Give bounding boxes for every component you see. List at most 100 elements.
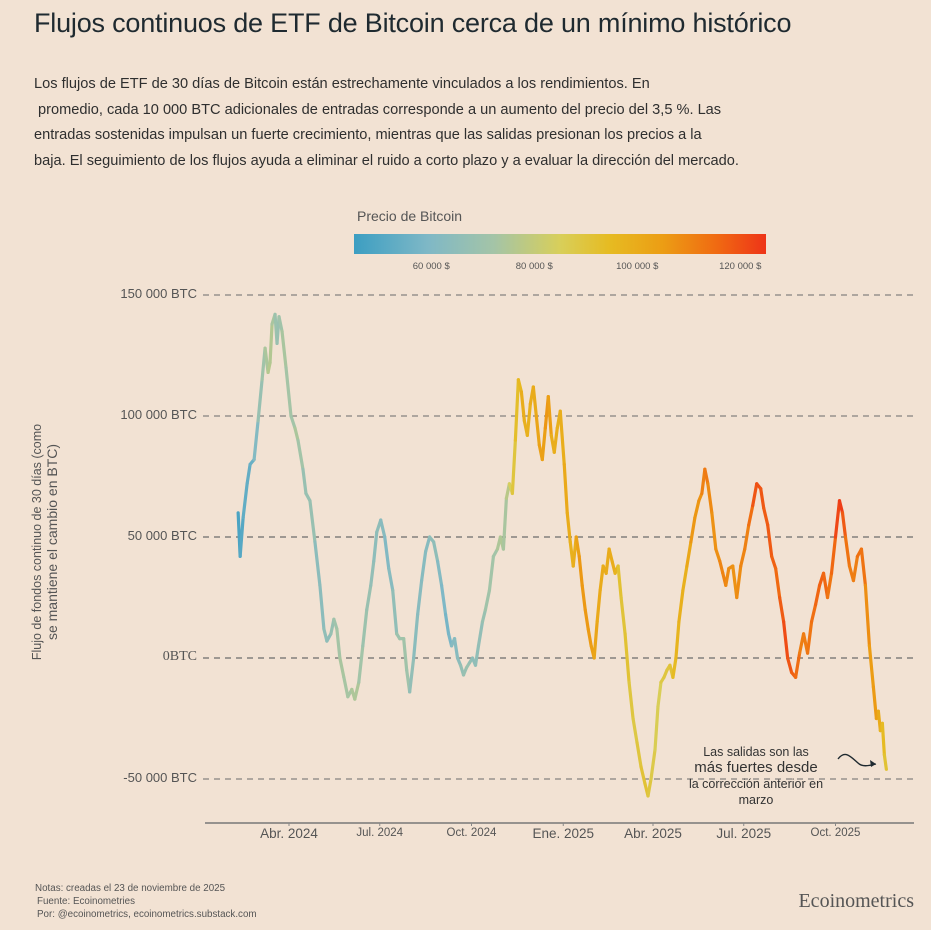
- y-axis-label-line: Flujo de fondos continuo de 30 días (com…: [30, 412, 60, 672]
- flow-line-segment: [313, 540, 322, 588]
- y-tick-label: 0BTC: [162, 649, 197, 664]
- flow-line-segment: [439, 583, 448, 617]
- flow-line-segment: [289, 414, 297, 430]
- annotation-line: Las salidas son las: [703, 745, 809, 759]
- flow-line-segment: [361, 607, 369, 648]
- y-tick-label: 150 000 BTC: [120, 286, 197, 301]
- flow-line-segment: [562, 462, 569, 515]
- flow-line-segment: [516, 378, 523, 394]
- y-tick-label: 100 000 BTC: [120, 407, 197, 422]
- flow-line-segment: [592, 620, 599, 660]
- price-color-scale: [354, 234, 766, 254]
- flow-line-segment: [653, 704, 660, 752]
- flow-line-segment: [689, 516, 697, 544]
- flow-line-segment: [480, 607, 488, 624]
- flow-line-segment: [751, 482, 759, 508]
- x-tick-label: Abr. 2025: [624, 826, 682, 841]
- notes-author: Por: @ecoinometrics, ecoinometrics.subst…: [37, 909, 257, 920]
- flow-line-segment: [369, 559, 376, 588]
- flow-line-segment: [586, 627, 593, 648]
- annotation-line: más fuertes desde: [694, 759, 818, 776]
- x-tick-label: Jul. 2024: [356, 827, 404, 839]
- flow-line-segment: [595, 588, 602, 624]
- description-line: entradas sostenidas impulsan un fuerte c…: [34, 127, 702, 143]
- flow-line-segment: [882, 753, 888, 771]
- flow-line-segment: [402, 637, 409, 672]
- flow-line-segment: [805, 620, 814, 655]
- flow-line-segment: [747, 503, 755, 527]
- flow-line-segment: [293, 426, 300, 442]
- flow-line-segment: [656, 680, 663, 709]
- flow-line-segment: [531, 385, 538, 418]
- legend-tick-label: 60 000 $: [412, 261, 450, 272]
- flow-line-segment: [735, 564, 743, 600]
- description-line: promedio, cada 10 000 BTC adicionales de…: [38, 101, 722, 118]
- flow-line-segment: [416, 578, 424, 617]
- y-axis-label-line: Flujo de fondos continuo de 30 días (com…: [30, 423, 44, 661]
- flow-line-segment: [871, 685, 878, 721]
- flow-line-segment: [580, 583, 587, 612]
- annotation-arrowhead: [870, 760, 876, 767]
- legend-tick-label: 120 000 $: [719, 261, 762, 272]
- notes-date: Notas: creadas el 23 de noviembre de 202…: [35, 883, 226, 894]
- flow-line-segment: [443, 612, 451, 636]
- flow-line-segment: [851, 554, 860, 583]
- flow-line-segment: [296, 438, 305, 471]
- flow-line-segment: [558, 409, 566, 466]
- flow-line-segment: [674, 620, 681, 660]
- page-title: Flujos continuos de ETF de Bitcoin cerca…: [34, 8, 792, 38]
- flow-line-segment: [703, 467, 710, 486]
- flow-line-segment: [774, 566, 782, 600]
- flow-line-segment: [677, 588, 685, 624]
- flow-line-segment: [379, 518, 387, 539]
- flow-line-segment: [420, 549, 428, 583]
- flow-line-segment: [525, 402, 532, 437]
- flow-line-segment: [565, 511, 572, 544]
- chart-notes: Notas: creadas el 23 de noviembre de 202…: [35, 882, 257, 921]
- flow-line-segment: [277, 315, 284, 333]
- flow-line-segment: [335, 627, 342, 660]
- flow-line-segment: [245, 462, 252, 486]
- flow-line-segment: [476, 620, 485, 648]
- x-tick-label: Jul. 2025: [716, 826, 772, 841]
- flow-line-segment: [513, 378, 520, 442]
- flow-line-segment: [268, 322, 274, 365]
- legend-tick-label: 80 000 $: [515, 261, 553, 272]
- flow-line-segment: [435, 559, 444, 588]
- flow-line-segment: [534, 414, 541, 447]
- flow-line-segment: [840, 511, 848, 539]
- flow-line-segment: [501, 496, 509, 551]
- flow-line-segment: [432, 540, 440, 563]
- y-tick-label: -50 000 BTC: [123, 770, 197, 785]
- flow-line-segment: [365, 583, 373, 612]
- flow-line-segment: [383, 535, 391, 571]
- flow-line-segment: [649, 748, 657, 781]
- flow-line-segment: [833, 499, 842, 539]
- flow-line-segment: [825, 571, 834, 600]
- flow-line-segment: [280, 329, 288, 370]
- flow-line-segment: [574, 535, 581, 558]
- flow-line-segment: [342, 675, 350, 699]
- y-tick-label: 50 000 BTC: [127, 528, 197, 543]
- flow-line-segment: [308, 499, 317, 544]
- flow-line-segment: [646, 777, 653, 798]
- flow-line-segment: [766, 523, 774, 558]
- flow-line-segment: [387, 566, 395, 592]
- flow-line-segment: [739, 547, 747, 568]
- legend-title: Precio de Bitcoin: [357, 208, 463, 224]
- flow-line-segment: [452, 637, 460, 660]
- flow-line-segment: [598, 564, 605, 592]
- flow-line-segment: [607, 547, 614, 563]
- annotation-text: Las salidas son las más fuertes desde la…: [666, 744, 846, 808]
- flow-line-segment: [718, 559, 725, 575]
- flow-line-segment: [540, 426, 547, 462]
- flow-line-segment: [743, 523, 751, 551]
- legend-tick-label: 100 000 $: [616, 261, 659, 272]
- flow-line-segment: [631, 716, 639, 745]
- flow-line-segment: [693, 499, 701, 520]
- flow-line-segment: [706, 482, 714, 515]
- flow-line-segment: [577, 554, 584, 588]
- flow-line-segment: [714, 547, 722, 563]
- flow-line-segment: [623, 632, 631, 684]
- flow-line-segment: [671, 656, 678, 679]
